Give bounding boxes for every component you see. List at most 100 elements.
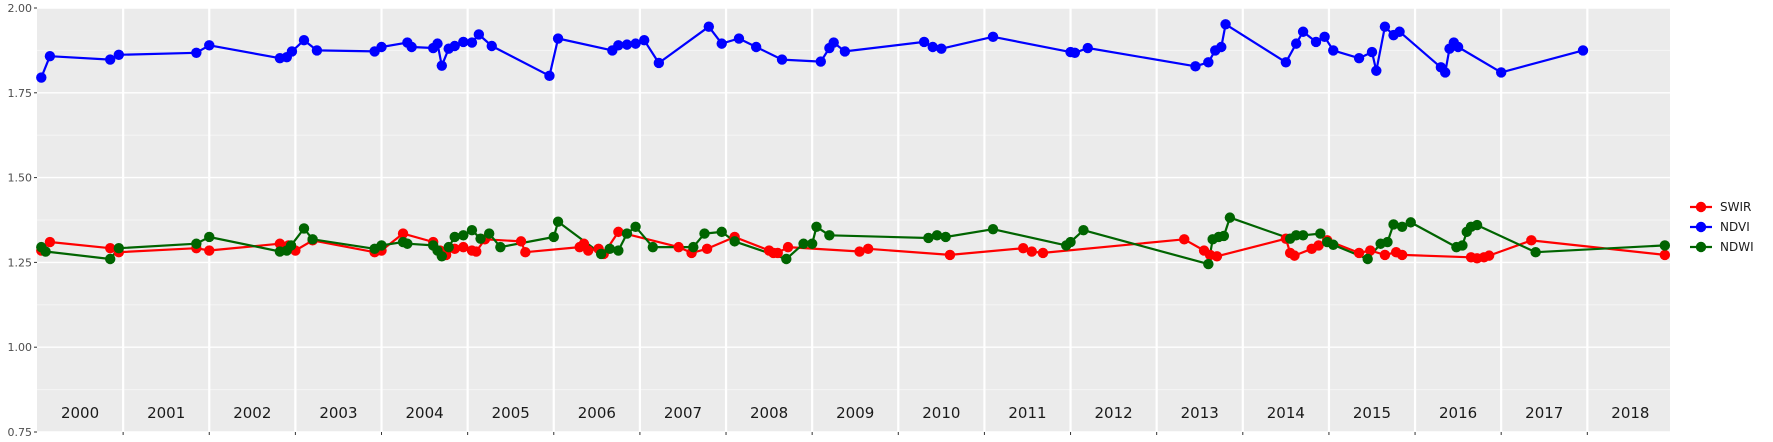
data-point-ndwi bbox=[1328, 239, 1339, 250]
data-point-ndvi bbox=[1203, 57, 1214, 68]
data-point-swir bbox=[1211, 251, 1223, 262]
year-label: 2006 bbox=[578, 404, 616, 422]
year-label: 2015 bbox=[1353, 404, 1391, 422]
data-point-swir bbox=[862, 243, 874, 255]
grid-major bbox=[37, 7, 1670, 433]
data-point-ndvi bbox=[776, 54, 788, 65]
year-label: 2002 bbox=[233, 404, 271, 422]
data-point-swir bbox=[1365, 245, 1376, 256]
data-point-ndwi bbox=[811, 221, 822, 232]
data-point-ndwi bbox=[1530, 247, 1541, 258]
data-point-swir bbox=[204, 245, 215, 256]
y-tick-label: 1.00 bbox=[8, 341, 33, 354]
data-point-swir bbox=[673, 241, 684, 253]
data-point-ndwi bbox=[113, 242, 125, 254]
data-point-swir bbox=[1353, 247, 1365, 259]
data-point-ndvi bbox=[311, 45, 323, 56]
data-point-swir bbox=[44, 236, 56, 248]
data-point-ndvi bbox=[703, 21, 715, 32]
legend-key-point bbox=[1695, 241, 1707, 253]
data-point-swir bbox=[1037, 247, 1049, 259]
data-point-ndwi bbox=[1405, 217, 1416, 228]
data-point-swir bbox=[458, 241, 469, 253]
data-point-ndvi bbox=[44, 50, 56, 62]
data-point-ndwi bbox=[798, 238, 809, 249]
data-point-ndwi bbox=[1362, 253, 1373, 265]
legend-key-point bbox=[1695, 201, 1707, 213]
data-point-swir bbox=[1526, 235, 1537, 246]
year-label: 2014 bbox=[1267, 404, 1305, 422]
data-point-ndvi bbox=[1280, 57, 1292, 68]
data-point-ndvi bbox=[613, 40, 624, 51]
data-point-swir bbox=[105, 242, 116, 254]
data-point-ndvi bbox=[449, 40, 460, 52]
data-point-ndvi bbox=[298, 35, 310, 46]
data-point-swir bbox=[1396, 249, 1408, 261]
data-point-ndvi bbox=[113, 49, 125, 61]
data-point-ndwi bbox=[604, 243, 615, 255]
data-point-ndvi bbox=[927, 41, 938, 53]
data-point-ndvi bbox=[432, 38, 443, 49]
data-point-ndvi bbox=[544, 70, 555, 82]
data-point-swir bbox=[397, 228, 409, 239]
y-tick-label: 1.75 bbox=[8, 87, 33, 100]
data-point-ndvi bbox=[191, 47, 202, 58]
data-point-ndwi bbox=[495, 241, 506, 253]
data-point-ndvi bbox=[1495, 67, 1507, 78]
data-point-swir bbox=[471, 246, 482, 257]
data-point-ndwi bbox=[1297, 230, 1309, 241]
year-label: 2010 bbox=[922, 404, 960, 422]
data-point-swir bbox=[1289, 250, 1300, 261]
data-point-ndwi bbox=[298, 223, 310, 234]
data-point-ndvi bbox=[1310, 36, 1322, 48]
year-label: 2009 bbox=[836, 404, 874, 422]
year-label: 2011 bbox=[1008, 404, 1046, 422]
year-label: 2000 bbox=[61, 404, 99, 422]
data-point-ndvi bbox=[1082, 42, 1093, 54]
data-point-swir bbox=[701, 243, 713, 255]
year-label: 2001 bbox=[147, 404, 185, 422]
series-layer bbox=[36, 19, 1671, 270]
data-point-ndwi bbox=[688, 241, 699, 253]
data-point-ndvi bbox=[406, 41, 417, 53]
data-point-ndwi bbox=[824, 230, 835, 241]
data-point-ndvi bbox=[552, 33, 564, 44]
data-point-ndwi bbox=[483, 228, 495, 239]
y-tick-label: 2.00 bbox=[8, 2, 33, 15]
data-point-ndwi bbox=[475, 233, 486, 244]
data-point-ndwi bbox=[204, 231, 215, 243]
data-point-ndvi bbox=[815, 56, 826, 67]
year-label: 2016 bbox=[1439, 404, 1477, 422]
data-point-ndwi bbox=[443, 241, 454, 253]
data-point-ndvi bbox=[1452, 41, 1464, 53]
legend: SWIR NDVI NDWI bbox=[1690, 200, 1754, 254]
data-point-ndvi bbox=[733, 33, 745, 44]
data-point-swir bbox=[583, 245, 594, 256]
data-point-ndwi bbox=[449, 231, 460, 243]
data-point-swir bbox=[854, 246, 865, 257]
data-point-ndwi bbox=[285, 240, 297, 251]
data-point-ndwi bbox=[1224, 212, 1236, 223]
data-point-ndvi bbox=[1069, 47, 1081, 58]
y-axis: 0.75 1.00 1.25 1.50 1.75 2.00 bbox=[8, 2, 37, 439]
data-point-ndwi bbox=[987, 223, 999, 235]
data-point-ndwi bbox=[1471, 219, 1483, 231]
data-point-ndvi bbox=[750, 41, 762, 53]
data-point-ndwi bbox=[699, 228, 710, 239]
data-point-ndwi bbox=[1078, 224, 1089, 236]
data-point-ndvi bbox=[1379, 21, 1391, 32]
grid-minor bbox=[37, 49, 1670, 391]
data-point-ndvi bbox=[436, 60, 448, 71]
data-point-ndvi bbox=[1353, 53, 1365, 64]
year-label: 2017 bbox=[1525, 404, 1563, 422]
data-point-ndwi bbox=[716, 226, 727, 238]
data-point-ndvi bbox=[1291, 38, 1302, 49]
y-tick-label: 1.25 bbox=[8, 256, 33, 269]
data-point-ndwi bbox=[630, 221, 641, 232]
year-label: 2013 bbox=[1181, 404, 1219, 422]
data-point-ndwi bbox=[402, 238, 413, 249]
data-point-ndwi bbox=[613, 245, 624, 256]
data-point-ndwi bbox=[1203, 258, 1214, 270]
data-point-ndvi bbox=[1220, 19, 1231, 30]
data-point-swir bbox=[1659, 249, 1671, 261]
